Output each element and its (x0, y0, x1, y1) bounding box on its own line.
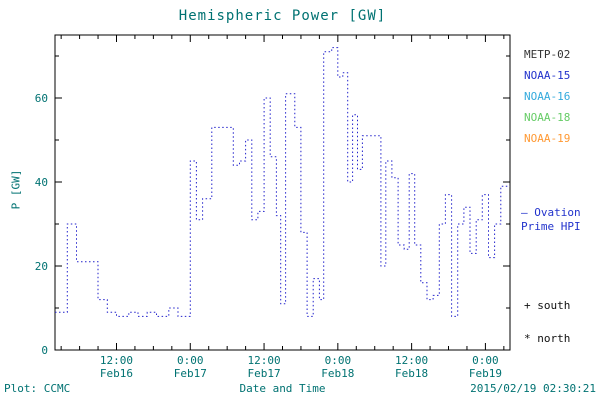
legend: METP-02 NOAA-15 NOAA-16 NOAA-18 NOAA-19 (524, 44, 570, 149)
ovation-note: — Ovation Prime HPI (521, 206, 581, 233)
x-tick-date-label: Feb17 (174, 367, 207, 380)
y-tick-label: 0 (41, 344, 48, 357)
y-tick-label: 20 (35, 260, 48, 273)
x-tick-time-label: 12:00 (100, 354, 133, 367)
north-marker-label: * north (524, 332, 571, 345)
legend-item-noaa-19: NOAA-19 (524, 132, 571, 145)
timestamp: 2015/02/19 02:30:21 (470, 382, 596, 395)
x-axis-label: Date and Time (239, 382, 326, 395)
x-tick-time-label: 12:00 (395, 354, 428, 367)
legend-item-metp-02: METP-02 (524, 48, 571, 61)
x-tick-date-label: Feb19 (469, 367, 502, 380)
x-tick-time-label: 0:00 (325, 354, 352, 367)
hpi-data-line (55, 47, 510, 317)
x-tick-date-label: Feb17 (247, 367, 280, 380)
x-tick-date-label: Feb18 (395, 367, 428, 380)
plot-credit: Plot: CCMC (4, 382, 71, 395)
x-tick-time-label: 12:00 (247, 354, 280, 367)
legend-item-noaa-16: NOAA-16 (524, 90, 571, 103)
legend-item-noaa-18: NOAA-18 (524, 111, 571, 124)
legend-item-noaa-15: NOAA-15 (524, 69, 571, 82)
x-tick-time-label: 0:00 (472, 354, 499, 367)
y-tick-label: 60 (35, 92, 48, 105)
y-tick-label: 40 (35, 176, 48, 189)
chart-title: Hemispheric Power [GW] (178, 8, 387, 24)
plot-border (54, 34, 511, 351)
x-tick-date-label: Feb18 (321, 367, 354, 380)
x-tick-date-label: Feb16 (100, 367, 133, 380)
south-marker-label: + south (524, 299, 571, 312)
x-tick-time-label: 0:00 (177, 354, 204, 367)
